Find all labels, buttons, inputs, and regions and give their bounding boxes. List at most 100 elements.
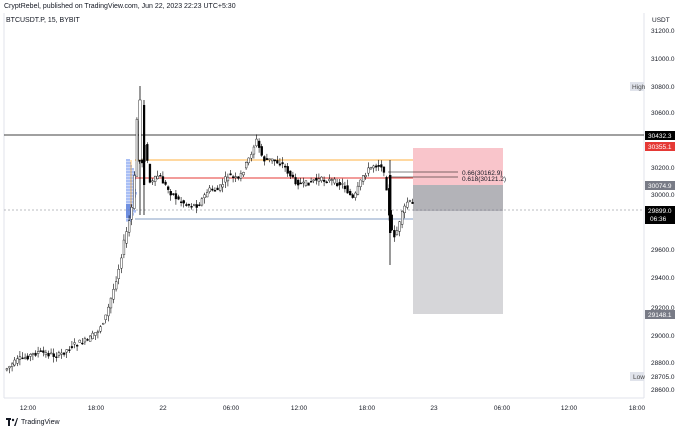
candle-down: [185, 204, 188, 206]
candle-up: [333, 178, 336, 184]
candle-down: [351, 194, 354, 198]
fib-0618-label: 0.618(30121.2): [462, 176, 506, 183]
candle-up: [364, 175, 367, 178]
price-tick-label: 30000.0: [651, 192, 675, 199]
current-price-text: 29899.0: [648, 208, 672, 215]
candle-up: [88, 335, 92, 342]
candle-down: [34, 352, 37, 356]
candle-down: [258, 140, 261, 148]
candle-up: [320, 176, 323, 182]
candle-up: [252, 146, 256, 155]
candle-up: [244, 162, 248, 169]
target-badge-text: 29148.1: [648, 312, 672, 319]
level-badge-30432-text: 30432.3: [648, 133, 672, 140]
candle-up: [5, 368, 9, 371]
candle-down: [297, 179, 300, 186]
candle-down: [70, 346, 74, 348]
candle-up: [125, 231, 128, 244]
candle-down: [159, 175, 162, 177]
candle-up: [372, 165, 375, 169]
high-label-badge: [630, 82, 644, 91]
candle-up: [255, 138, 258, 147]
candlestick-series[interactable]: [5, 86, 414, 374]
tradingview-footer[interactable]: TradingView: [6, 418, 60, 426]
candle-up: [403, 205, 406, 213]
price-tick-label: 29600.0: [651, 247, 675, 254]
candle-up: [208, 187, 211, 192]
candle-down: [307, 182, 310, 186]
candle-up: [29, 353, 32, 357]
volume-profile-bar: [126, 162, 131, 165]
candle-down: [177, 196, 180, 200]
level-badge-30432: [645, 131, 675, 140]
fib-066-label: 0.66(30162.9): [462, 170, 502, 177]
time-tick-label: 12:00: [20, 405, 37, 412]
candle-up: [224, 176, 227, 183]
candle-down: [278, 163, 282, 166]
candle-up: [101, 323, 105, 325]
time-tick-label: 22: [159, 405, 167, 412]
volume-profile-bar: [126, 186, 135, 189]
candle-up: [268, 158, 271, 160]
candle-down: [55, 356, 58, 358]
low-label: Low: [633, 374, 645, 381]
candle-up: [99, 326, 102, 332]
candle-up: [112, 288, 115, 300]
price-axis-currency: USDT: [652, 17, 670, 24]
candle-down: [377, 165, 380, 167]
candle-down: [198, 204, 201, 206]
candle-down: [164, 181, 167, 185]
candle-down: [336, 183, 339, 187]
candle-up: [60, 352, 63, 355]
candle-up: [151, 180, 154, 183]
candle-up: [354, 192, 357, 198]
candle-down: [143, 105, 146, 185]
entry-zone: [413, 185, 503, 211]
candle-up: [341, 183, 344, 185]
candle-up: [16, 358, 19, 364]
candle-down: [229, 173, 232, 176]
candle-up: [304, 180, 308, 186]
candle-down: [75, 345, 79, 347]
candle-down: [161, 176, 165, 184]
tradingview-logo-icon: [6, 418, 18, 426]
time-axis-ticks[interactable]: 12:00 18:00 22 06:00 12:00 18:00 23 06:00 12:00 1…: [20, 405, 646, 412]
current-price-badge: [645, 206, 675, 224]
candle-up: [24, 357, 27, 359]
price-tick-label: 29200.0: [651, 305, 675, 312]
candle-up: [192, 204, 196, 206]
price-tick-label: 31000.0: [651, 56, 675, 63]
candle-down: [211, 188, 214, 191]
candle-down: [169, 191, 172, 196]
target-badge: [645, 310, 675, 319]
volume-profile-bar: [126, 165, 132, 168]
candle-down: [349, 190, 352, 196]
time-tick-label: 23: [430, 405, 438, 412]
candle-up: [398, 221, 401, 232]
candle-up: [10, 363, 14, 367]
volume-profile-bar: [126, 219, 131, 222]
candle-up: [135, 118, 139, 177]
symbol-legend[interactable]: BTCUSDT.P, 15, BYBIT: [6, 17, 80, 24]
candle-up: [65, 349, 68, 353]
candle-down: [216, 187, 219, 191]
high-value: 30800.0: [651, 84, 675, 91]
candle-down: [273, 159, 276, 162]
stop-loss-zone[interactable]: [413, 148, 503, 185]
candle-down: [323, 179, 326, 182]
candle-up-high: [138, 99, 142, 161]
level-badge-30074-text: 30074.9: [648, 183, 672, 190]
high-label: High: [632, 84, 646, 91]
candle-up: [120, 257, 123, 269]
volume-profile-bar: [126, 180, 135, 183]
candle-up: [127, 220, 131, 233]
price-axis-ticks[interactable]: 31200.0 31000.0 30600.0 30200.0 30000.0 29600…: [651, 28, 675, 394]
candle-up: [156, 175, 159, 180]
candle-down: [39, 350, 42, 352]
candle-up: [96, 331, 100, 334]
candle-down: [86, 339, 89, 341]
candle-up: [44, 352, 48, 356]
candle-up: [109, 297, 113, 309]
candle-up: [37, 351, 40, 354]
